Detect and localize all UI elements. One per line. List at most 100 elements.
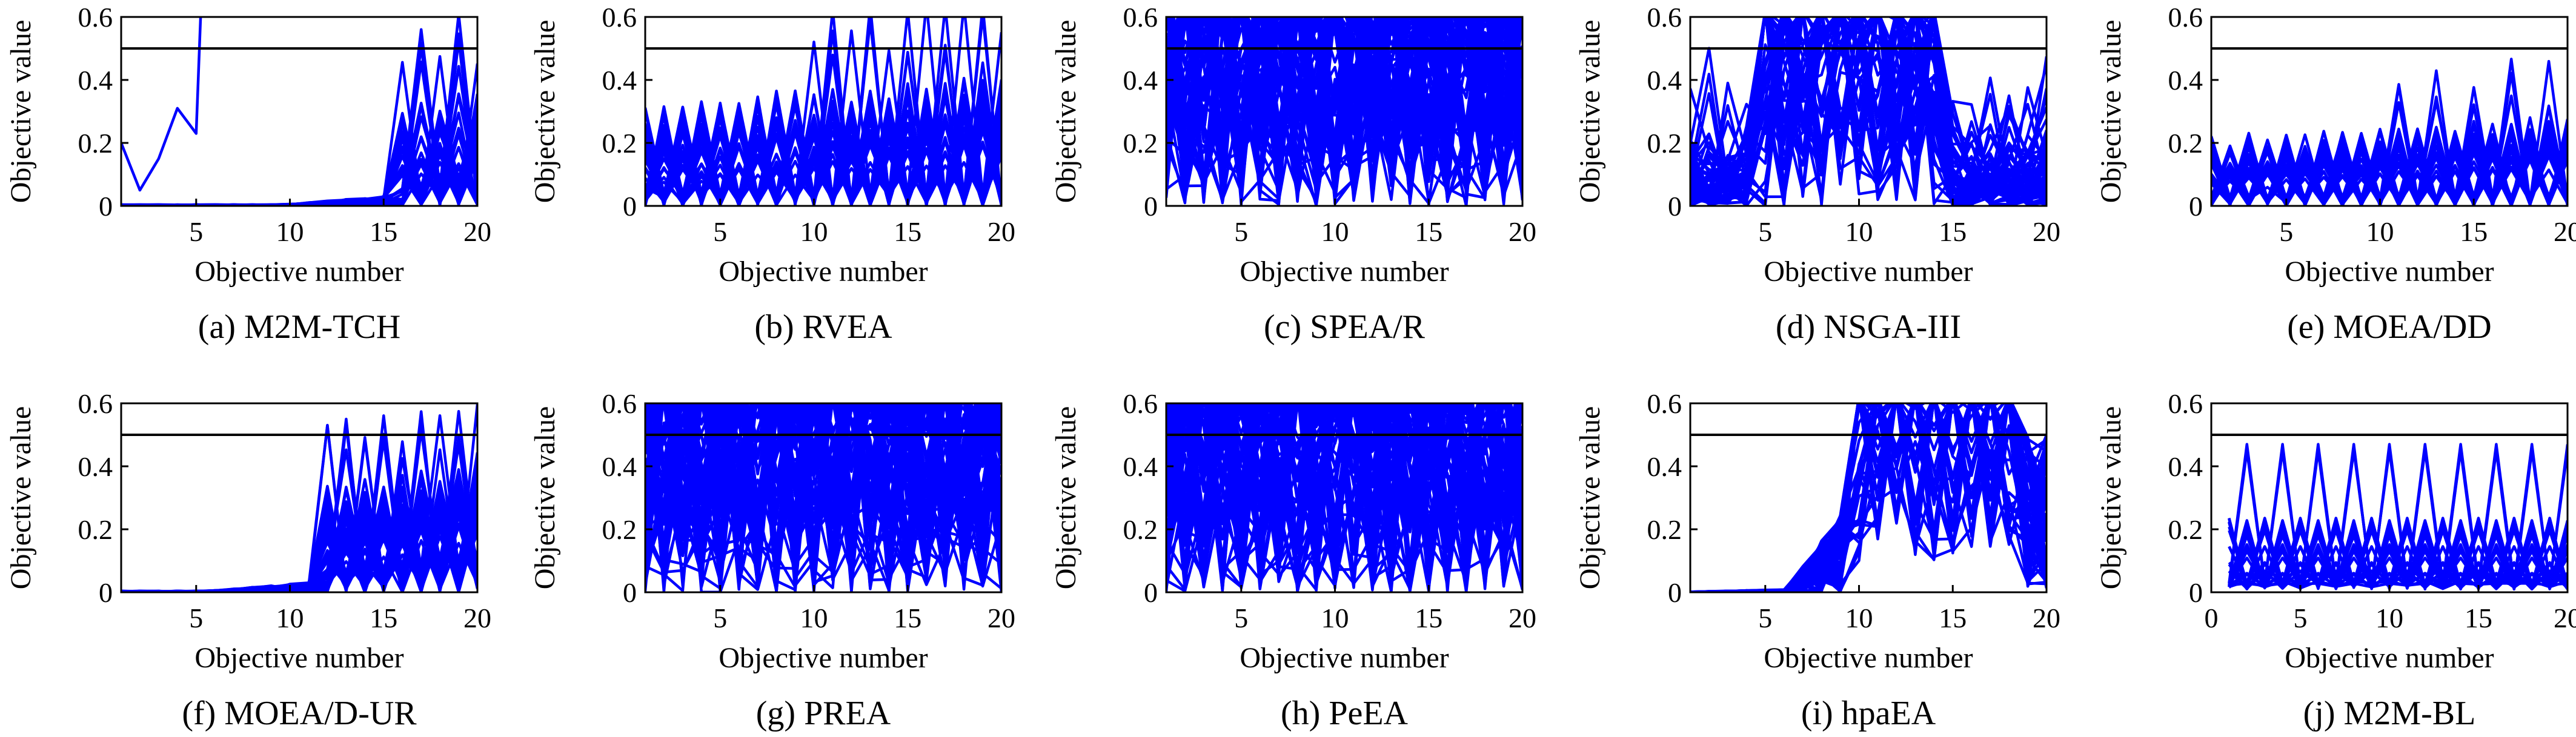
x-axis-label: Objective number bbox=[194, 256, 403, 288]
series-line bbox=[1190, 403, 1522, 588]
x-tick-label: 20 bbox=[2554, 216, 2576, 247]
series-line bbox=[1169, 17, 1522, 186]
series-line bbox=[1170, 17, 1522, 160]
y-axis-label: Objective value bbox=[1050, 406, 1082, 590]
y-tick-label: 0.2 bbox=[1647, 128, 1682, 159]
series-line bbox=[645, 403, 1001, 584]
x-tick-label: 5 bbox=[2279, 216, 2293, 247]
panel-4: 0 0.2 0.4 0.6 5 10 15 20 Objective number Objecti… bbox=[1574, 2, 2060, 346]
y-tick-label: 0.6 bbox=[1123, 388, 1158, 419]
x-tick-label: 15 bbox=[1939, 603, 1967, 633]
y-axis-label: Objective value bbox=[1050, 20, 1082, 203]
x-tick-label: 20 bbox=[1509, 603, 1536, 633]
series-line bbox=[1690, 17, 2047, 206]
x-tick-label: 10 bbox=[1321, 216, 1349, 247]
x-axis-label: Objective number bbox=[1764, 642, 1973, 674]
series-line bbox=[1166, 403, 1512, 585]
x-tick-label: 10 bbox=[1845, 603, 1873, 633]
x-tick-label: 15 bbox=[1415, 216, 1442, 247]
series-group bbox=[1166, 403, 1522, 592]
series-line bbox=[1166, 17, 1522, 197]
series-line bbox=[645, 117, 1001, 206]
y-axis-label: Objective value bbox=[529, 406, 561, 590]
series-line bbox=[2228, 543, 2568, 590]
x-axis-label: Objective number bbox=[1240, 642, 1449, 674]
series-group bbox=[1690, 403, 2047, 592]
panel-5: 0 0.2 0.4 0.6 5 10 15 20 Objective number Objecti… bbox=[2095, 2, 2576, 346]
x-tick-label: 20 bbox=[1509, 216, 1536, 247]
panel-1: 0 0.2 0.4 0.6 5 10 15 20 Objective number Objecti… bbox=[5, 2, 491, 346]
axes-frame bbox=[1165, 402, 1524, 593]
x-tick-label: 10 bbox=[2366, 216, 2394, 247]
y-tick-label: 0.2 bbox=[1647, 514, 1682, 545]
x-tick-label: 20 bbox=[463, 216, 491, 247]
series-group bbox=[121, 403, 477, 592]
y-tick-label: 0.4 bbox=[602, 65, 637, 96]
series-line bbox=[1690, 17, 2047, 206]
x-tick-label: 10 bbox=[276, 216, 304, 247]
y-tick-label: 0.2 bbox=[2168, 514, 2203, 545]
y-tick-label: 0.6 bbox=[78, 2, 113, 33]
y-tick-label: 0.2 bbox=[78, 128, 113, 159]
series-line bbox=[646, 403, 997, 589]
y-tick-label: 0.4 bbox=[1647, 65, 1682, 96]
x-tick-label: 10 bbox=[800, 216, 828, 247]
x-axis-label: Objective number bbox=[719, 256, 928, 288]
y-tick-label: 0.2 bbox=[2168, 128, 2203, 159]
x-axis-label: Objective number bbox=[2285, 256, 2494, 288]
y-tick-label: 0.6 bbox=[2168, 388, 2203, 419]
panel-caption: (d) NSGA-III bbox=[1776, 308, 1961, 346]
y-tick-label: 0.2 bbox=[1123, 128, 1158, 159]
y-tick-label: 0.4 bbox=[1123, 65, 1158, 96]
y-tick-label: 0.2 bbox=[602, 514, 637, 545]
x-tick-label: 5 bbox=[189, 216, 203, 247]
panel-caption: (g) PREA bbox=[756, 695, 891, 732]
y-tick-label: 0.6 bbox=[1647, 2, 1682, 33]
x-tick-label: 20 bbox=[988, 603, 1015, 633]
y-axis-label: Objective value bbox=[5, 20, 37, 203]
panel-caption: (a) M2M-TCH bbox=[198, 308, 400, 346]
y-tick-label: 0.6 bbox=[602, 2, 637, 33]
axes-frame bbox=[644, 402, 1003, 593]
series-group bbox=[645, 17, 1001, 206]
x-tick-label: 5 bbox=[1234, 216, 1248, 247]
x-tick-label: 5 bbox=[1758, 603, 1772, 633]
y-tick-label: 0 bbox=[1668, 191, 1682, 222]
y-axis-label: Objective value bbox=[2095, 20, 2127, 203]
y-tick-label: 0.2 bbox=[602, 128, 637, 159]
series-line bbox=[1187, 17, 1495, 150]
y-tick-label: 0.6 bbox=[1123, 2, 1158, 33]
series-line bbox=[1690, 17, 2047, 201]
x-axis-label: Objective number bbox=[2285, 642, 2494, 674]
y-tick-label: 0 bbox=[1668, 577, 1682, 608]
series-group bbox=[645, 403, 1001, 592]
panel-caption: (b) RVEA bbox=[754, 308, 892, 346]
y-tick-label: 0 bbox=[1144, 577, 1158, 608]
series-line bbox=[2228, 563, 2568, 590]
series-line bbox=[1690, 17, 2047, 206]
x-tick-label: 0 bbox=[2205, 603, 2219, 633]
series-line bbox=[1191, 403, 1455, 584]
x-tick-label: 15 bbox=[1415, 603, 1442, 633]
x-tick-label: 5 bbox=[713, 216, 727, 247]
x-tick-label: 10 bbox=[800, 603, 828, 633]
axes-frame bbox=[1165, 16, 1524, 207]
y-tick-label: 0.6 bbox=[78, 388, 113, 419]
y-tick-label: 0.4 bbox=[2168, 65, 2203, 96]
axes-frame bbox=[644, 16, 1003, 207]
series-line bbox=[646, 403, 1001, 592]
axes-frame bbox=[2210, 16, 2569, 207]
x-tick-label: 15 bbox=[370, 603, 397, 633]
panel-caption: (h) PeEA bbox=[1281, 695, 1409, 732]
series-line bbox=[1166, 403, 1504, 506]
panel-caption: (i) hpaEA bbox=[1801, 695, 1936, 732]
y-tick-label: 0.4 bbox=[78, 451, 113, 482]
series-line bbox=[650, 403, 1001, 534]
y-axis-label: Objective value bbox=[5, 406, 37, 590]
y-tick-label: 0 bbox=[99, 191, 113, 222]
x-tick-label: 10 bbox=[1321, 603, 1349, 633]
axes-frame bbox=[120, 16, 479, 207]
x-tick-label: 10 bbox=[276, 603, 304, 633]
x-tick-label: 15 bbox=[2465, 603, 2492, 633]
